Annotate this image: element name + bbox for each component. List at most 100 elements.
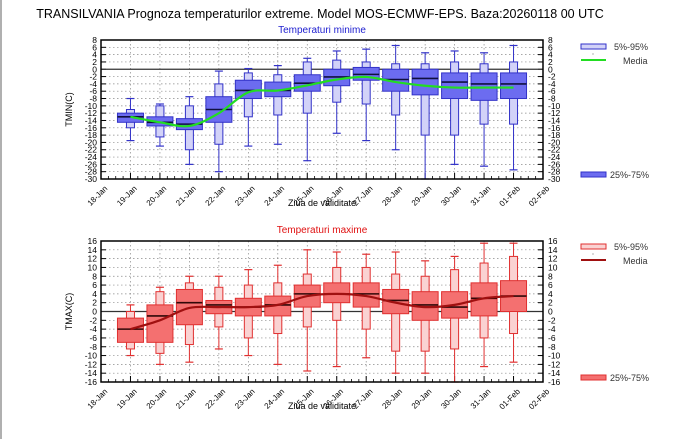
legend-dot: [592, 253, 594, 255]
x-tick-label: 22-Jan: [204, 184, 228, 208]
x-tick-label: 22-Jan: [204, 387, 228, 411]
y-tick-label-right: 2: [548, 57, 553, 67]
y-tick-label-left: 12: [88, 254, 98, 264]
box-30-Jan: [441, 50, 469, 165]
box-01-Feb: [500, 242, 528, 363]
box-27-Jan: [352, 253, 380, 359]
y-tick-label-right: -10: [548, 101, 561, 111]
x-tick-label: 19-Jan: [115, 387, 139, 411]
x-tick-label: 21-Jan: [174, 184, 198, 208]
y-tick-label-right: -12: [548, 359, 561, 369]
plot-frame: [100, 240, 544, 383]
box-5-95: [361, 61, 371, 105]
legend-swatch-25-75: [580, 374, 607, 381]
y-tick-label-right: -30: [548, 174, 561, 184]
y-tick-label-left: -28: [85, 167, 98, 177]
y-tick-label-right: -16: [548, 377, 561, 387]
x-tick-label: 18-Jan: [86, 184, 110, 208]
y-tick-label-right: -14: [548, 368, 561, 378]
legend-label-25-75: 25%-75%: [610, 373, 649, 383]
x-tick-label: 02-Feb: [527, 387, 552, 412]
legend-label-5-95: 5%-95%: [614, 242, 648, 252]
y-tick-label-right: -12: [548, 108, 561, 118]
panel-title: Temperaturi maxime: [277, 225, 368, 236]
y-tick-label-left: 4: [92, 50, 97, 60]
x-tick-label: 20-Jan: [145, 184, 169, 208]
box-31-Jan: [470, 242, 498, 368]
x-tick-label: 28-Jan: [380, 387, 404, 411]
mean-line: [130, 292, 514, 331]
x-tick-label: 29-Jan: [410, 184, 434, 208]
y-tick-label-left: -2: [89, 72, 97, 82]
y-tick-label-right: -4: [548, 324, 556, 334]
left-border: [0, 0, 2, 439]
y-tick-label-right: 12: [548, 254, 558, 264]
y-tick-label-right: -24: [548, 152, 561, 162]
y-tick-label-right: -4: [548, 79, 556, 89]
y-tick-label-left: -2: [89, 315, 97, 325]
x-tick-label: 18-Jan: [86, 387, 110, 411]
y-tick-label-left: -10: [85, 351, 98, 361]
panel-title: Temperaturi minime: [278, 25, 366, 36]
y-tick-label-right: 0: [548, 64, 553, 74]
x-tick-label: 30-Jan: [439, 184, 463, 208]
x-tick-label: 01-Feb: [498, 184, 523, 209]
box-23-Jan: [234, 67, 262, 147]
box-25-75: [116, 317, 144, 343]
y-tick-label-right: -22: [548, 145, 561, 155]
legend-swatch-5-95: [580, 243, 607, 250]
y-tick-label-left: -8: [89, 94, 97, 104]
y-tick-label-right: 16: [548, 236, 558, 246]
box-21-Jan: [175, 96, 203, 165]
box-29-Jan: [411, 260, 439, 374]
box-26-Jan: [323, 50, 351, 134]
y-tick-label-right: -16: [548, 123, 561, 133]
box-28-Jan: [382, 44, 410, 151]
y-tick-label-right: -26: [548, 159, 561, 169]
y-tick-label-left: -26: [85, 159, 98, 169]
y-tick-label-right: 6: [548, 42, 553, 52]
y-tick-label-left: -6: [89, 86, 97, 96]
box-27-Jan: [352, 48, 380, 142]
plot-frame: [100, 39, 544, 180]
y-tick-label-left: -24: [85, 152, 98, 162]
y-tick-label-left: 2: [92, 57, 97, 67]
x-tick-label: 31-Jan: [469, 387, 493, 411]
box-25-75: [441, 72, 469, 100]
y-tick-label-left: 0: [92, 64, 97, 74]
y-tick-label-left: -12: [85, 359, 98, 369]
y-tick-label-left: 2: [92, 298, 97, 308]
box-28-Jan: [382, 251, 410, 374]
legend-label-25-75: 25%-75%: [610, 170, 649, 180]
x-tick-label: 28-Jan: [380, 184, 404, 208]
y-tick-label-left: -16: [85, 377, 98, 387]
legend-swatch-5-95: [580, 43, 607, 50]
y-tick-label-left: -18: [85, 130, 98, 140]
y-tick-label-right: -28: [548, 167, 561, 177]
box-22-Jan: [205, 70, 233, 173]
box-23-Jan: [234, 269, 262, 357]
box-30-Jan: [441, 255, 469, 383]
y-tick-label-left: -16: [85, 123, 98, 133]
y-tick-label-left: -14: [85, 368, 98, 378]
x-tick-label: 01-Feb: [498, 387, 523, 412]
box-25-75: [234, 79, 262, 100]
y-axis-title: TMIN(C): [64, 92, 74, 127]
y-tick-label-left: -12: [85, 108, 98, 118]
box-25-75: [500, 72, 528, 100]
y-tick-label-right: 8: [548, 271, 553, 281]
y-tick-label-left: 8: [92, 271, 97, 281]
y-axis-title: TMAX(C): [64, 293, 74, 331]
x-tick-label: 24-Jan: [263, 387, 287, 411]
mean-line: [130, 75, 514, 128]
y-tick-label-left: -8: [89, 342, 97, 352]
x-tick-label: 02-Feb: [527, 184, 552, 209]
box-26-Jan: [323, 251, 351, 368]
box-29-Jan: [411, 52, 439, 180]
x-axis-title: Ziua de validitate: [288, 401, 356, 411]
y-tick-label-left: 14: [88, 245, 98, 255]
y-tick-label-right: -6: [548, 86, 556, 96]
legend-label-media: Media: [623, 256, 648, 266]
